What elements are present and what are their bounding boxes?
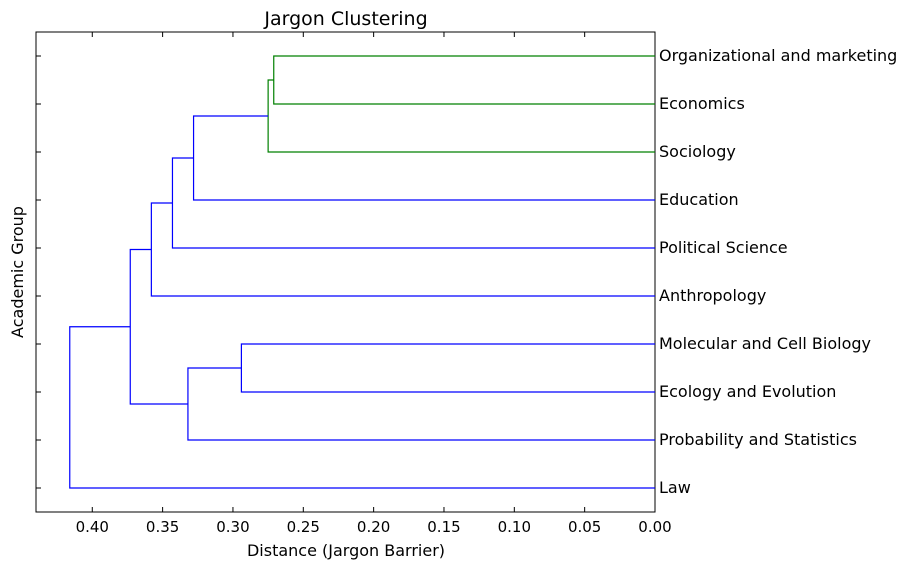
x-tick-label: 0.10 (498, 518, 531, 536)
dendrogram-link (129, 248, 188, 405)
dendrogram-link (69, 326, 655, 489)
x-tick-label: 0.40 (76, 518, 109, 536)
leaf-label: Probability and Statistics (659, 430, 857, 449)
leaf-label: Economics (659, 94, 745, 113)
x-tick-label: 0.20 (357, 518, 390, 536)
x-axis-label: Distance (Jargon Barrier) (247, 541, 445, 560)
leaf-label: Education (659, 190, 739, 209)
leaf-label: Molecular and Cell Biology (659, 334, 871, 353)
chart-title: Jargon Clustering (263, 8, 427, 30)
x-tick-label: 0.00 (638, 518, 671, 536)
dendrogram-link (192, 115, 655, 201)
plot-frame (35, 31, 656, 513)
leaf-label: Ecology and Evolution (659, 382, 836, 401)
leaf-label: Political Science (659, 238, 788, 257)
leaf-label: Anthropology (659, 286, 766, 305)
plot-area: 0.40 0.35 0.30 0.25 0.20 0.15 0.10 0.05 0.00 Orga… (35, 31, 897, 536)
leaf-label: Organizational and marketing (659, 46, 897, 65)
x-tick-label: 0.30 (216, 518, 249, 536)
leaf-label: Law (659, 478, 691, 497)
x-tick-label: 0.15 (427, 518, 460, 536)
dendrogram-link (273, 55, 655, 105)
leaf-label: Sociology (659, 142, 736, 161)
y-axis-label: Academic Group (8, 206, 27, 338)
dendrogram-link (187, 367, 655, 441)
x-tick-label: 0.25 (287, 518, 320, 536)
dendrogram-link (240, 343, 655, 393)
dendrogram-link (267, 79, 655, 153)
x-tick-label: 0.35 (146, 518, 179, 536)
dendrogram-link (171, 157, 655, 249)
x-tick-label: 0.05 (568, 518, 601, 536)
dendrogram-link (150, 202, 655, 297)
